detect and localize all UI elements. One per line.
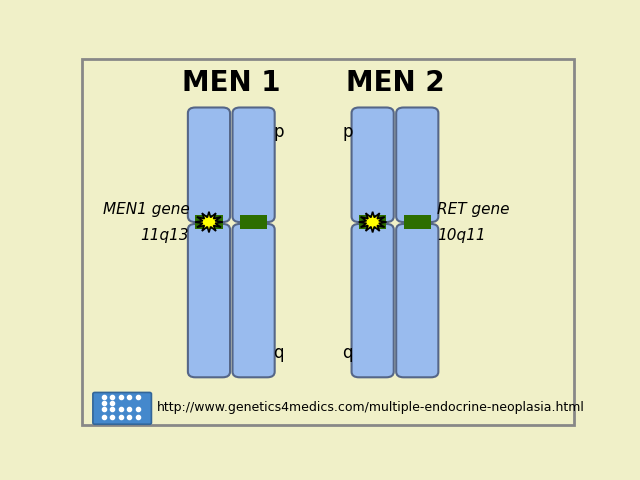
FancyBboxPatch shape bbox=[396, 108, 438, 222]
Polygon shape bbox=[195, 212, 223, 232]
Text: RET gene: RET gene bbox=[437, 202, 509, 216]
Bar bbox=[240, 215, 268, 229]
FancyBboxPatch shape bbox=[188, 224, 230, 377]
Text: MEN1 gene: MEN1 gene bbox=[102, 202, 189, 216]
FancyBboxPatch shape bbox=[351, 224, 394, 377]
FancyBboxPatch shape bbox=[232, 224, 275, 377]
FancyBboxPatch shape bbox=[188, 108, 230, 222]
Text: 11q13: 11q13 bbox=[141, 228, 189, 242]
FancyBboxPatch shape bbox=[93, 393, 152, 424]
Text: http://www.genetics4medics.com/multiple-endocrine-neoplasia.html: http://www.genetics4medics.com/multiple-… bbox=[157, 401, 585, 415]
FancyBboxPatch shape bbox=[396, 224, 438, 377]
Text: 10q11: 10q11 bbox=[437, 228, 486, 242]
Text: MEN 1: MEN 1 bbox=[182, 70, 280, 97]
Polygon shape bbox=[359, 212, 387, 232]
Text: q: q bbox=[273, 344, 284, 362]
Bar bbox=[195, 215, 223, 229]
Bar bbox=[404, 215, 431, 229]
Text: MEN 2: MEN 2 bbox=[346, 70, 444, 97]
FancyBboxPatch shape bbox=[232, 108, 275, 222]
Text: p: p bbox=[273, 122, 284, 141]
Text: q: q bbox=[342, 344, 353, 362]
Text: p: p bbox=[342, 122, 353, 141]
Bar bbox=[359, 215, 387, 229]
FancyBboxPatch shape bbox=[351, 108, 394, 222]
